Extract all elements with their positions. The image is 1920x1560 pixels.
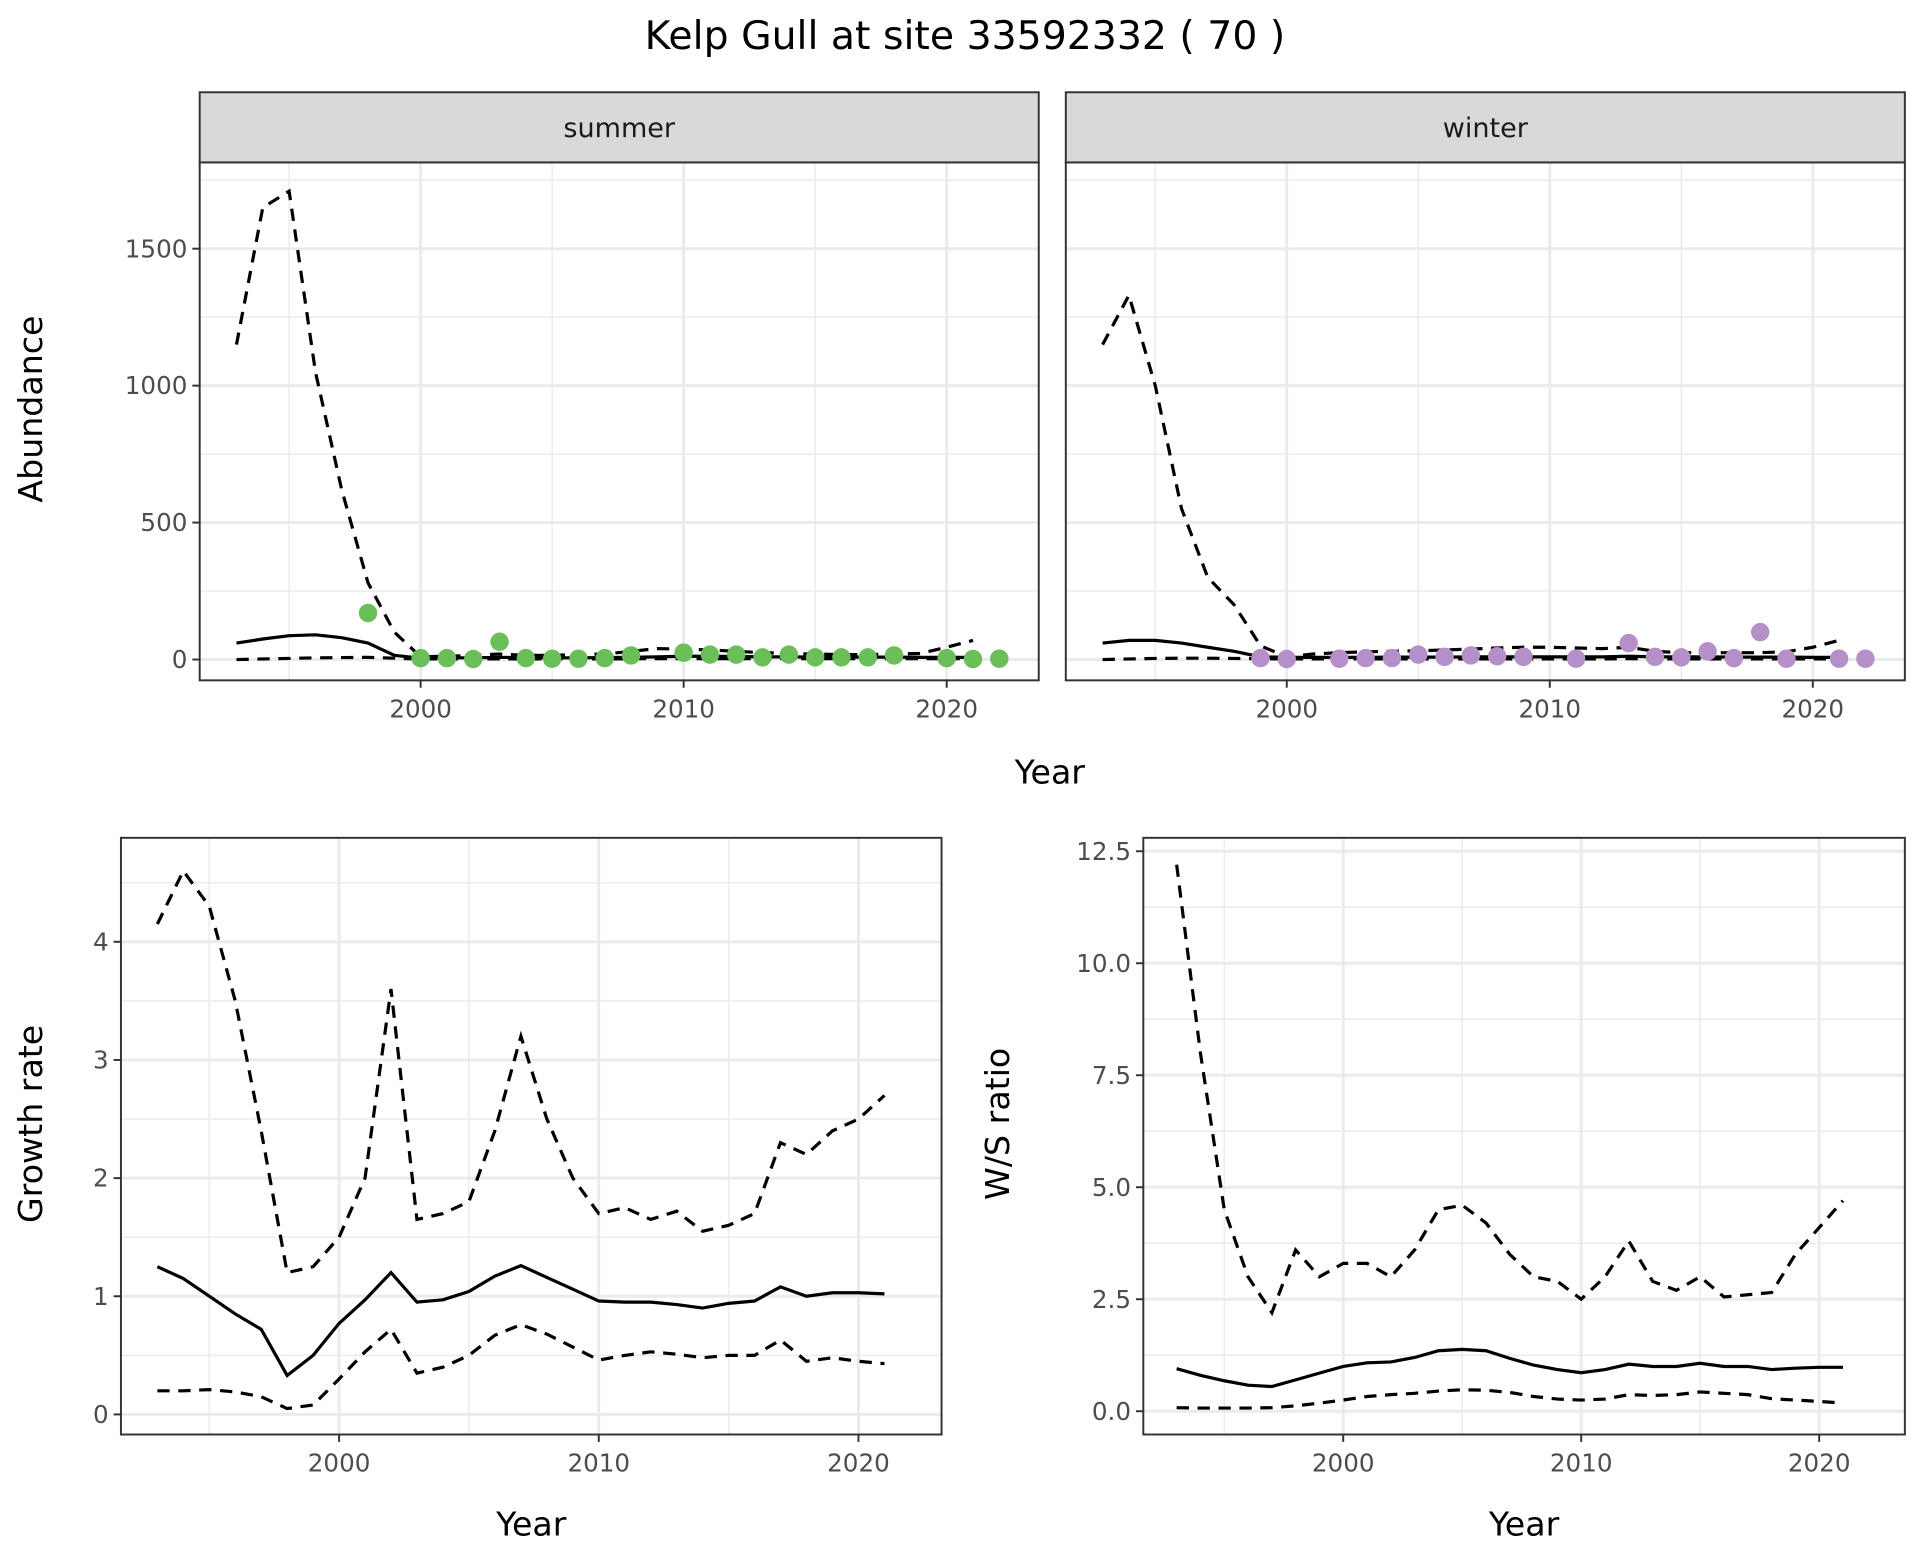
data-point xyxy=(1487,647,1507,666)
y-axis-label: W/S ratio xyxy=(978,1048,1017,1200)
panel-w-s-ratio: 2000 2010 2020 0.0 2.5 5.0 7.5 10.0 12.5 W/S rati… xyxy=(978,836,1906,1543)
facet-strip xyxy=(198,91,1040,164)
x-tick-label: 2020 xyxy=(1788,1448,1851,1477)
data-point xyxy=(1514,647,1533,667)
x-tick-label: 2010 xyxy=(1550,1448,1613,1477)
x-tick-label: 2010 xyxy=(652,694,715,723)
x-tick-label: 2000 xyxy=(308,1448,371,1477)
data-point xyxy=(1724,648,1744,668)
data-point xyxy=(700,645,720,664)
data-point xyxy=(516,648,536,668)
panel-winter: winter 2000 2010 2020 xyxy=(1064,91,1906,723)
y-tick-label: 4 xyxy=(93,927,109,956)
y-tick-label: 10.0 xyxy=(1076,949,1131,978)
x-tick-label: 2010 xyxy=(567,1448,630,1477)
data-point xyxy=(805,648,825,667)
facet-label: winter xyxy=(1443,113,1529,144)
y-axis-label: Abundance xyxy=(11,316,50,503)
data-point xyxy=(1829,649,1849,668)
data-point xyxy=(727,645,746,664)
panel-border xyxy=(119,836,943,1436)
top-x-axis-label: Year xyxy=(1014,753,1086,792)
data-point xyxy=(1777,649,1796,668)
y-axis-label: Growth rate xyxy=(11,1025,50,1223)
data-point xyxy=(753,648,772,667)
data-point xyxy=(1645,647,1665,667)
y-tick-label: 0 xyxy=(172,645,188,674)
data-point xyxy=(1409,645,1428,664)
panel-border xyxy=(1142,836,1906,1436)
data-point xyxy=(490,632,509,651)
data-point xyxy=(1750,622,1770,642)
data-point xyxy=(437,648,457,668)
data-point xyxy=(858,648,877,667)
x-tick-label: 2020 xyxy=(827,1448,890,1477)
data-point xyxy=(1461,646,1481,665)
y-tick-label: 5.0 xyxy=(1092,1173,1131,1202)
data-point xyxy=(1382,648,1402,668)
data-point xyxy=(674,643,693,662)
data-point xyxy=(1619,633,1638,653)
data-point xyxy=(1856,649,1875,668)
data-point xyxy=(1277,649,1296,669)
data-point xyxy=(1356,648,1375,668)
x-tick-label: 2000 xyxy=(389,694,452,723)
data-point xyxy=(779,645,799,664)
data-point xyxy=(937,648,956,668)
chart-title: Kelp Gull at site 33592332 ( 70 ) xyxy=(645,13,1286,59)
y-tick-label: 500 xyxy=(140,508,187,537)
data-point xyxy=(464,649,483,669)
y-tick-label: 12.5 xyxy=(1076,837,1131,866)
data-point xyxy=(542,649,562,668)
data-point xyxy=(963,649,983,669)
estimate-line xyxy=(156,1263,885,1378)
y-tick-label: 2.5 xyxy=(1092,1285,1131,1314)
lower-bound-line xyxy=(1176,1388,1844,1410)
data-point xyxy=(411,648,430,668)
estimate-line xyxy=(1176,1347,1843,1389)
y-tick-label: 1500 xyxy=(125,234,188,263)
panel-summer: summer 2000 2010 2020 0 500 1000 1500 Abundance xyxy=(11,91,1040,723)
panel-growth-rate: 2000 2010 2020 0 1 2 3 4 Growth rate Year xyxy=(11,836,943,1543)
x-tick-label: 2010 xyxy=(1518,694,1581,723)
upper-bound-line xyxy=(155,867,886,1275)
data-point xyxy=(621,646,641,665)
data-point xyxy=(1251,648,1270,668)
x-axis-label: Year xyxy=(495,1504,567,1543)
y-tick-label: 3 xyxy=(93,1046,109,1075)
y-tick-label: 7.5 xyxy=(1092,1061,1131,1090)
data-point xyxy=(1672,648,1691,667)
x-tick-label: 2000 xyxy=(1255,694,1318,723)
data-point xyxy=(1435,647,1454,667)
data-point xyxy=(569,649,588,668)
upper-bound-line xyxy=(1175,864,1845,1317)
y-tick-label: 2 xyxy=(93,1164,109,1193)
data-point xyxy=(358,603,378,623)
y-tick-label: 1000 xyxy=(125,371,188,400)
data-point xyxy=(1330,649,1349,668)
x-tick-label: 2020 xyxy=(915,694,978,723)
data-point xyxy=(1566,649,1586,668)
data-point xyxy=(1698,642,1717,661)
data-point xyxy=(884,646,904,665)
data-point xyxy=(595,648,614,668)
facet-label: summer xyxy=(563,113,676,144)
data-point xyxy=(990,649,1009,668)
x-axis-label: Year xyxy=(1488,1504,1560,1543)
y-tick-label: 0 xyxy=(93,1400,109,1429)
data-point xyxy=(832,648,851,667)
x-tick-label: 2020 xyxy=(1782,694,1845,723)
x-tick-label: 2000 xyxy=(1312,1448,1375,1477)
facet-strip xyxy=(1064,91,1906,164)
y-tick-label: 0.0 xyxy=(1092,1397,1131,1426)
y-tick-label: 1 xyxy=(93,1282,109,1311)
lower-bound-line xyxy=(1102,656,1840,662)
